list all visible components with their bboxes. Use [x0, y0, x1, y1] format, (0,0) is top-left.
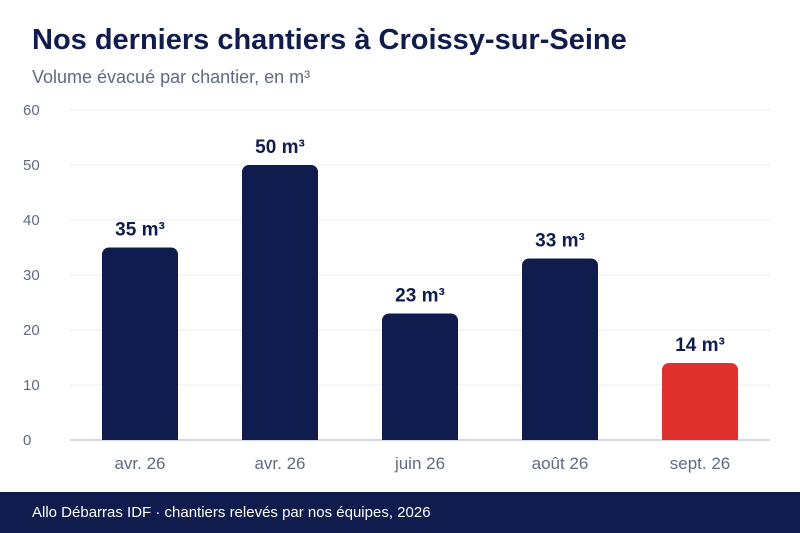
bar-value-label: 50 m³	[255, 137, 305, 158]
bar	[242, 165, 318, 440]
bar-base	[242, 432, 318, 440]
bar-value-label: 33 m³	[535, 231, 585, 252]
chart-title: Nos derniers chantiers à Croissy-sur-Sei…	[32, 24, 627, 56]
y-tick-label: 0	[23, 432, 31, 449]
footer-source: Allo Débarras IDF · chantiers relevés pa…	[32, 504, 431, 521]
bar	[102, 247, 178, 440]
bar	[662, 363, 738, 440]
bar-value-label: 23 m³	[395, 286, 445, 307]
bar	[382, 313, 458, 440]
y-tick-label: 40	[23, 212, 40, 229]
footer-bar: Allo Débarras IDF · chantiers relevés pa…	[0, 492, 800, 533]
y-tick-label: 60	[23, 102, 40, 119]
bar-base	[102, 432, 178, 440]
y-tick-label: 10	[23, 377, 40, 394]
bar-base	[382, 432, 458, 440]
x-tick-label: avr. 26	[254, 454, 305, 473]
bar-base	[522, 432, 598, 440]
bar-value-label: 35 m³	[115, 220, 165, 241]
x-tick-label: sept. 26	[670, 454, 731, 473]
x-tick-label: août 26	[532, 454, 589, 473]
y-tick-label: 20	[23, 322, 40, 339]
bar-value-label: 14 m³	[675, 335, 725, 356]
y-tick-label: 30	[23, 267, 40, 284]
x-tick-label: juin 26	[394, 454, 445, 473]
y-tick-label: 50	[23, 157, 40, 174]
x-tick-label: avr. 26	[114, 454, 165, 473]
bar-base	[662, 432, 738, 440]
bar-chart: 0 10 20 30 40 50 60 35 m³ avr. 26 50 m³ avr. 26 23 …	[23, 102, 770, 473]
bar	[522, 258, 598, 440]
chart-subtitle: Volume évacué par chantier, en m³	[32, 67, 311, 87]
